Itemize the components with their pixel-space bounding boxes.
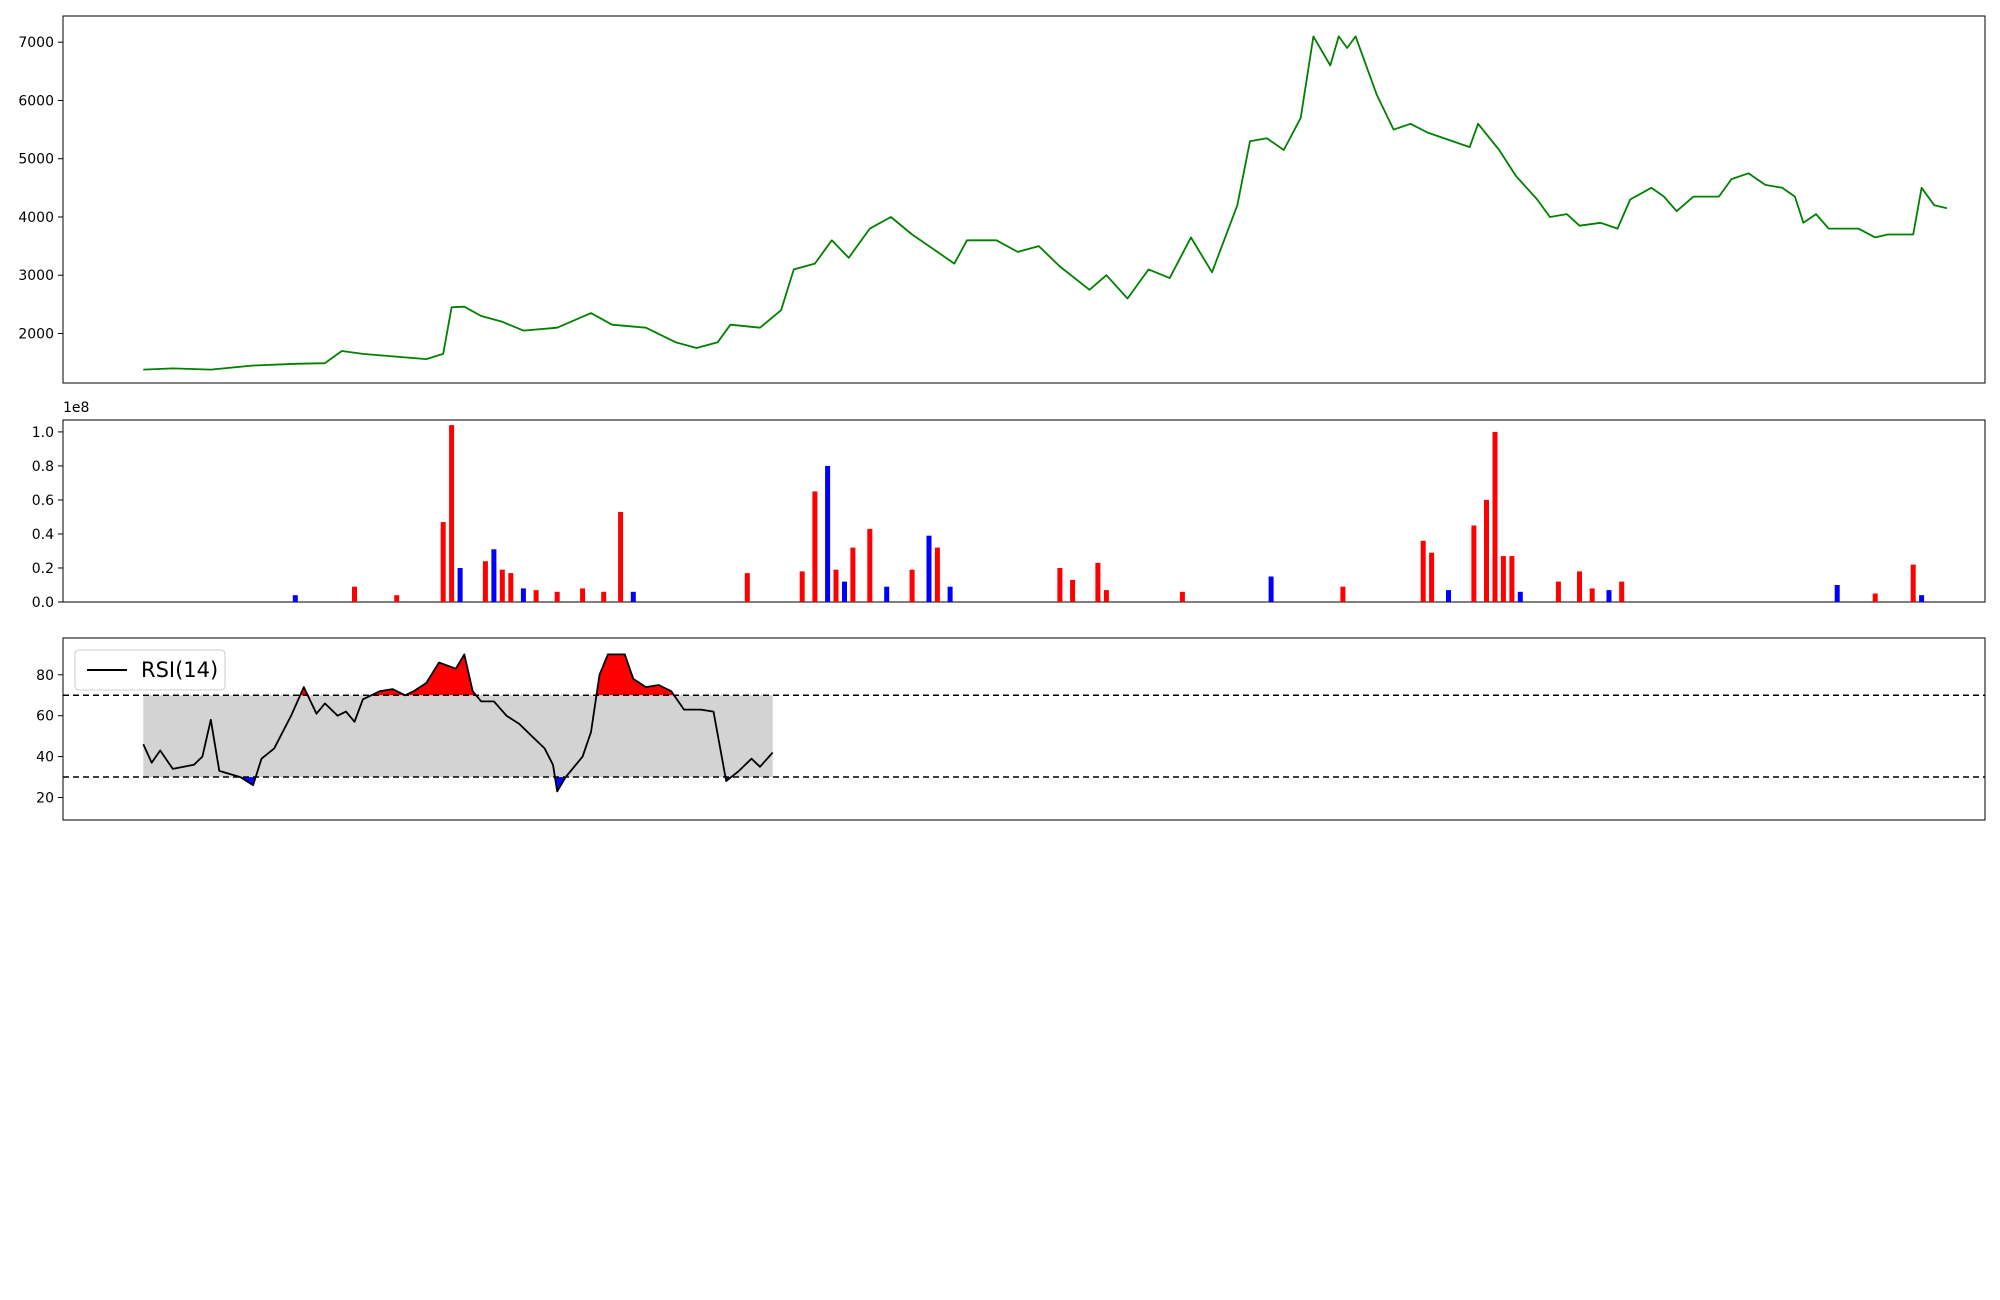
volume-ytick-label: 0.8 <box>32 459 54 475</box>
volume-bar <box>1919 595 1925 602</box>
volume-bar <box>1446 590 1451 602</box>
volume-bar <box>799 571 805 602</box>
volume-bar <box>1268 576 1274 602</box>
volume-bar <box>1471 525 1477 602</box>
volume-bar <box>1577 571 1582 602</box>
price-ytick-label: 3000 <box>18 268 54 284</box>
volume-bar <box>926 535 932 602</box>
volume-bar <box>630 591 636 602</box>
volume-bar <box>1340 586 1346 602</box>
rsi-legend-box <box>74 649 226 691</box>
rsi-ytick-label: 60 <box>36 709 54 725</box>
volume-bar <box>1555 581 1561 602</box>
volume-bar <box>1606 590 1612 602</box>
volume-bar <box>1509 556 1515 602</box>
price-axes-frame <box>62 15 1986 384</box>
volume-bar <box>352 586 357 602</box>
volume-bar <box>449 425 455 602</box>
volume-bar <box>508 573 514 602</box>
volume-bar <box>499 569 505 602</box>
rsi-ytick-label: 80 <box>36 668 54 684</box>
volume-scale-label: 1e8 <box>63 400 89 416</box>
volume-bar <box>1095 562 1101 602</box>
rsi-overbought-fill <box>143 654 773 696</box>
volume-bar <box>1500 556 1506 602</box>
volume-bar <box>1910 564 1916 602</box>
volume-bar <box>909 569 915 602</box>
rsi-line <box>142 653 774 793</box>
volume-bar <box>394 595 400 602</box>
volume-bar <box>1589 588 1595 602</box>
volume-bar <box>533 590 539 602</box>
volume-bar <box>1070 579 1076 602</box>
rsi-ytick-label: 20 <box>36 791 54 807</box>
volume-bar <box>457 568 463 602</box>
price-ytick-label: 4000 <box>18 210 54 226</box>
volume-ytick-label: 0.0 <box>32 595 54 611</box>
volume-bar <box>867 528 873 602</box>
volume-bar <box>618 511 624 602</box>
volume-bar <box>947 586 953 602</box>
volume-bar <box>825 465 831 602</box>
price-ytick-label: 2000 <box>18 326 54 342</box>
volume-bar <box>580 588 586 602</box>
volume-bar <box>850 547 856 602</box>
volume-bar <box>482 561 488 602</box>
volume-ytick-label: 0.2 <box>32 561 54 577</box>
rsi-axes-frame <box>62 637 1986 821</box>
rsi-neutral-band <box>143 695 773 778</box>
rsi-oversold-fill <box>143 777 773 792</box>
volume-axes-frame <box>62 419 1986 603</box>
volume-bar <box>1429 552 1435 602</box>
volume-ytick-label: 0.4 <box>32 527 54 543</box>
volume-bar <box>1834 585 1840 602</box>
volume-bar <box>1484 499 1489 602</box>
volume-bar <box>1492 431 1498 602</box>
volume-bar <box>1103 590 1109 602</box>
volume-bar <box>440 522 446 602</box>
volume-bar <box>934 547 940 602</box>
rsi-ytick-label: 40 <box>36 750 54 766</box>
price-line <box>143 35 1948 371</box>
volume-bar <box>554 591 560 602</box>
volume-bar <box>842 581 847 602</box>
volume-bar <box>520 588 526 602</box>
volume-bar <box>744 573 750 602</box>
volume-bar <box>812 491 818 602</box>
volume-bar <box>1872 593 1878 602</box>
volume-ytick-label: 1.0 <box>32 425 54 441</box>
volume-bar <box>491 549 497 602</box>
volume-bar <box>1619 581 1625 602</box>
volume-bar <box>1179 591 1185 602</box>
price-ytick-label: 7000 <box>18 35 54 51</box>
volume-bar <box>833 569 839 602</box>
volume-bar <box>1517 591 1523 602</box>
volume-bar <box>884 586 890 602</box>
volume-bar <box>1420 540 1426 602</box>
price-ytick-label: 5000 <box>18 152 54 168</box>
volume-bar <box>292 595 298 602</box>
volume-bar <box>601 591 607 602</box>
rsi-legend-label: RSI(14) <box>141 658 218 682</box>
volume-bar <box>1057 568 1063 602</box>
volume-ytick-label: 0.6 <box>32 493 54 509</box>
price-ytick-label: 6000 <box>18 93 54 109</box>
